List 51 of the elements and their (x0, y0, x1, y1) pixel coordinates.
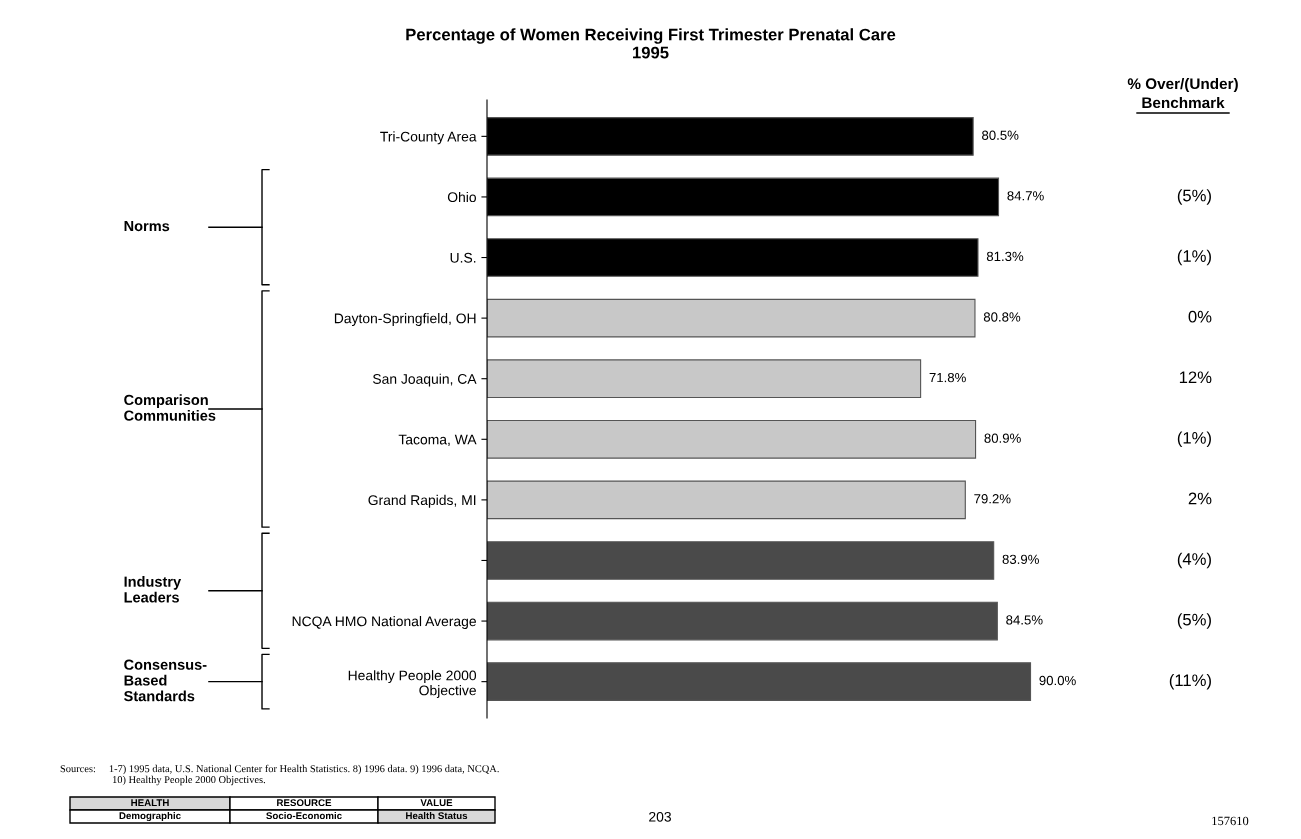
bar (487, 662, 1032, 701)
data-label: 71.8% (929, 372, 966, 383)
y-tick-label: Tacoma, WA (398, 434, 477, 447)
text: RESOURCE (277, 799, 332, 807)
text: (1%) (1177, 249, 1211, 266)
data-label: 79.2% (974, 494, 1011, 504)
text: Demographic (119, 811, 181, 822)
text: 2% (1188, 492, 1212, 505)
text: 0% (1188, 310, 1212, 323)
text: Benchmark (1142, 96, 1225, 109)
text: Industry Leaders (124, 576, 182, 603)
text: Comparison Communities (124, 394, 216, 421)
text: 12% (1179, 371, 1212, 384)
text: Health Status (406, 811, 468, 820)
data-label: 84.7% (1007, 191, 1044, 201)
bar (487, 480, 966, 520)
chart-title: Percentage of Women Receiving First Trimester Prenatal Care 1995 (406, 28, 896, 59)
text: Consensus- Based Standards (124, 659, 207, 702)
text: (11%) (1169, 673, 1211, 690)
text: (5%) (1177, 189, 1211, 205)
source-note: Sources: 1-7) 1995 data, U.S. National Center for Health Statistics. 8) 1996 data. 9) 1996 data, NCQA. 10) Healthy People 2000 Objectives. (60, 764, 499, 786)
text: VALUE (420, 799, 453, 807)
bar (487, 298, 976, 338)
y-tick-label: Grand Rapids, MI (368, 494, 476, 508)
text: Norms (124, 220, 170, 232)
text: (1%) (1177, 431, 1211, 448)
y-tick-label: San Joaquin, CA (372, 373, 477, 387)
y-tick-label: NCQA HMO National Average (292, 616, 476, 629)
data-label: 81.3% (986, 251, 1024, 262)
text: % Over/(Under) (1127, 77, 1238, 93)
y-tick-label: U.S. (450, 252, 476, 263)
text: 203 (649, 811, 671, 822)
data-label: 80.5% (982, 130, 1019, 140)
data-label: 80.9% (984, 433, 1021, 443)
data-label: 90.0% (1039, 675, 1076, 686)
y-tick-label: Tri-County Area (380, 131, 477, 145)
bar (487, 601, 998, 641)
text: Socio-Economic (266, 811, 342, 820)
bar (487, 359, 922, 399)
text: (4%) (1177, 552, 1211, 569)
y-tick-label: Ohio (447, 191, 476, 203)
y-tick-label: Healthy People 2000 Objective (348, 670, 477, 699)
text: HEALTH (131, 799, 169, 807)
data-label: 83.9% (1002, 554, 1039, 565)
bar (487, 541, 995, 580)
data-label: 80.8% (983, 312, 1021, 322)
data-label: 84.5% (1006, 615, 1043, 625)
y-tick-label: Dayton-Springfield, OH (334, 313, 476, 327)
bar (487, 419, 977, 459)
text: 157610 (1212, 816, 1249, 826)
text: (5%) (1177, 613, 1211, 629)
